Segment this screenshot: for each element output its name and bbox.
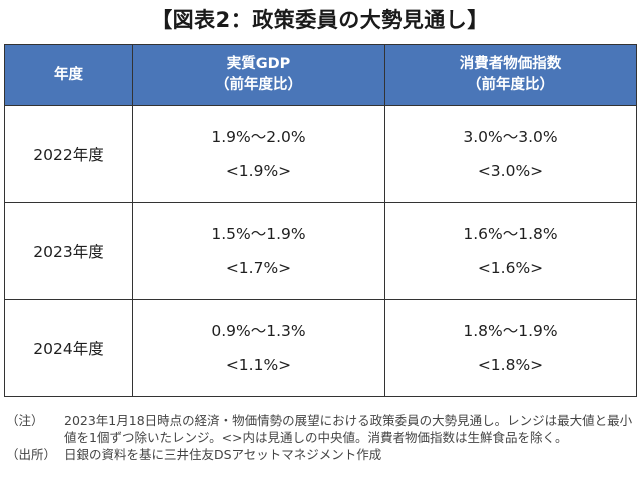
cpi-range: 3.0%～3.0%	[463, 128, 558, 146]
header-cpi-label: 消費者物価指数	[459, 56, 562, 72]
year-cell: 2022年度	[4, 105, 133, 203]
gdp-median: <1.9%>	[225, 162, 292, 180]
cpi-cell: 3.0%～3.0% <3.0%>	[384, 105, 637, 203]
gdp-median: <1.1%>	[225, 356, 292, 374]
note-label: （注）	[6, 413, 44, 428]
header-gdp-label: 実質GDP	[226, 56, 291, 72]
source-text: 日銀の資料を基に三井住友DSアセットマネジメント作成	[64, 447, 382, 462]
year-cell: 2023年度	[4, 202, 133, 300]
header-gdp-sublabel: （前年度比）	[215, 77, 302, 93]
table-row: 2024年度 0.9%～1.3% <1.1%> 1.8%～1.9% <1.8%>	[4, 299, 637, 397]
header-cpi: 消費者物価指数 （前年度比）	[384, 44, 637, 106]
gdp-range: 1.5%～1.9%	[211, 225, 306, 243]
table-header-row: 年度 実質GDP （前年度比） 消費者物価指数 （前年度比）	[4, 44, 637, 106]
cpi-range: 1.8%～1.9%	[463, 322, 558, 340]
page-title: 【図表2：政策委員の大勢見通し】	[151, 8, 489, 32]
header-gdp: 実質GDP （前年度比）	[132, 44, 385, 106]
note-text: 2023年1月18日時点の経済・物価情勢の展望における政策委員の大勢見通し。レン…	[64, 413, 633, 445]
cpi-range: 1.6%～1.8%	[463, 225, 558, 243]
header-year: 年度	[4, 44, 133, 106]
cpi-median: <1.6%>	[477, 259, 544, 277]
gdp-cell: 1.9%～2.0% <1.9%>	[132, 105, 385, 203]
source-note: （出所） 日銀の資料を基に三井住友DSアセットマネジメント作成	[6, 446, 634, 463]
cpi-median: <3.0%>	[477, 162, 544, 180]
table-row: 2023年度 1.5%～1.9% <1.7%> 1.6%～1.8% <1.6%>	[4, 202, 637, 300]
cpi-cell: 1.6%～1.8% <1.6%>	[384, 202, 637, 300]
gdp-cell: 0.9%～1.3% <1.1%>	[132, 299, 385, 397]
source-label: （出所）	[6, 447, 57, 462]
gdp-median: <1.7%>	[225, 259, 292, 277]
header-cpi-sublabel: （前年度比）	[467, 77, 554, 93]
cpi-cell: 1.8%～1.9% <1.8%>	[384, 299, 637, 397]
forecast-table: 年度 実質GDP （前年度比） 消費者物価指数 （前年度比） 2022年度 1.…	[4, 44, 637, 397]
gdp-range: 1.9%～2.0%	[211, 128, 306, 146]
year-cell: 2024年度	[4, 299, 133, 397]
gdp-cell: 1.5%～1.9% <1.7%>	[132, 202, 385, 300]
note: （注） 2023年1月18日時点の経済・物価情勢の展望における政策委員の大勢見通…	[6, 412, 634, 446]
cpi-median: <1.8%>	[477, 356, 544, 374]
footnotes: （注） 2023年1月18日時点の経済・物価情勢の展望における政策委員の大勢見通…	[6, 412, 634, 463]
header-year-label: 年度	[54, 66, 83, 83]
gdp-range: 0.9%～1.3%	[211, 322, 306, 340]
table-row: 2022年度 1.9%～2.0% <1.9%> 3.0%～3.0% <3.0%>	[4, 105, 637, 203]
